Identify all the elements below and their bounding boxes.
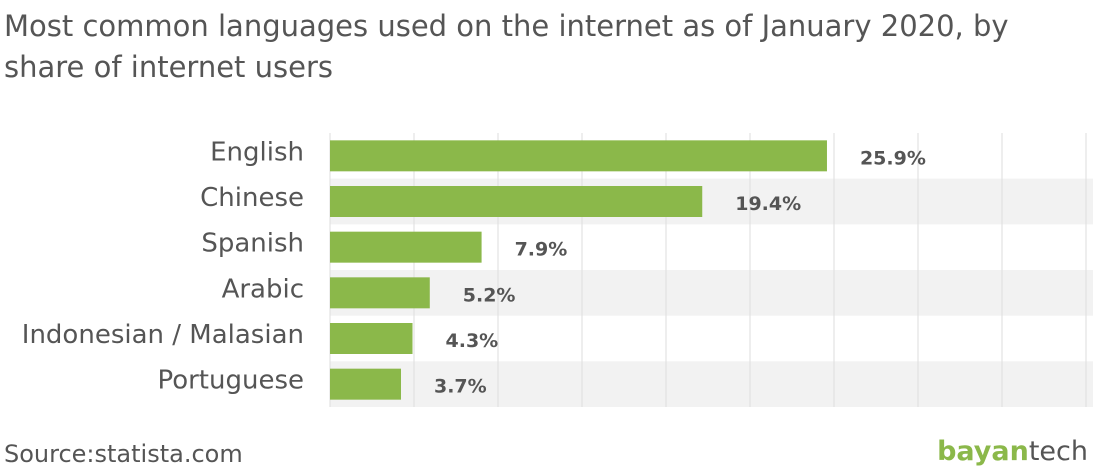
value-label: 4.3% [446,330,499,352]
value-label: 3.7% [434,376,487,398]
chart-title: Most common languages used on the intern… [4,9,1009,84]
bar [330,277,430,309]
plot: 25.9% 19.4% 7.9% 5.2% 4.3% 3.7% [329,133,1093,407]
bar [330,368,401,400]
value-label: 25.9% [860,147,926,169]
logo-brand: bayan [937,436,1029,467]
row-stripe [330,270,1093,316]
category-label: English [210,137,304,167]
category-label: Indonesian / Malasian [22,320,304,350]
category-label: Chinese [200,183,304,213]
bar [330,323,413,354]
bar [330,186,703,217]
bar [330,231,482,263]
value-label: 5.2% [463,284,516,306]
bar [330,140,827,172]
value-label: 7.9% [515,239,568,261]
category-label: Portuguese [157,366,304,396]
category-label: Arabic [222,274,304,304]
category-label: Spanish [201,229,304,259]
value-label: 19.4% [735,193,801,215]
logo-suffix: tech [1029,436,1088,467]
source: Source:statista.com [4,440,243,468]
row-stripe [330,361,1093,407]
logo: bayantech [937,436,1088,467]
